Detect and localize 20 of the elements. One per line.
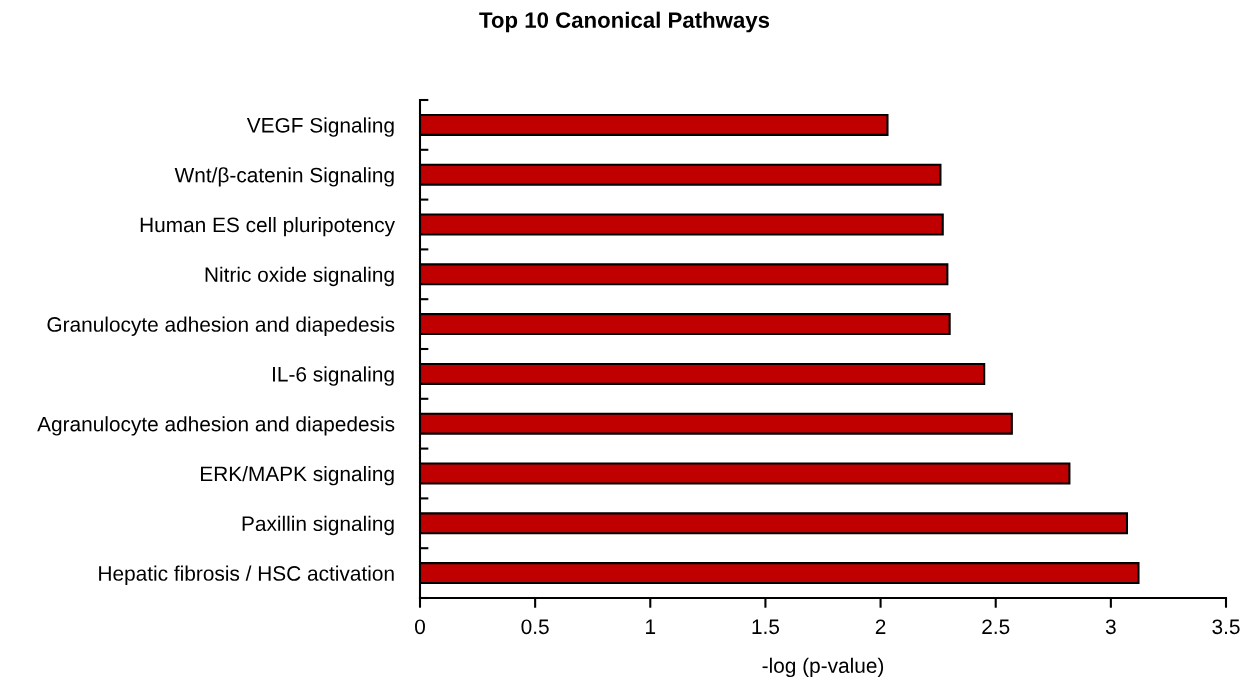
x-axis-title: -log (p-value) bbox=[762, 657, 884, 678]
x-tick-label: 1 bbox=[646, 619, 656, 634]
y-tick-label: IL-6 signaling bbox=[273, 366, 394, 386]
x-tick-label: 3.5 bbox=[1212, 619, 1240, 635]
y-tick-label: VEGF Signaling bbox=[246, 117, 394, 137]
y-tick-label: Paxillin signaling bbox=[242, 515, 394, 536]
x-tick-label: 2.5 bbox=[982, 619, 1010, 635]
x-tick-label: 2 bbox=[875, 619, 886, 634]
y-tick-label: ERK/MAPK signaling bbox=[201, 465, 394, 486]
x-tick-label: 3 bbox=[1105, 619, 1116, 635]
x-tick-label: 0.5 bbox=[521, 619, 549, 635]
y-tick-label: Human ES cell pluripotency bbox=[140, 216, 395, 237]
y-tick-label: Agranulocyte adhesion and diapedesis bbox=[37, 416, 395, 436]
y-tick-label: Hepatic fibrosis / HSC activation bbox=[99, 565, 394, 585]
x-tick-label: 1.5 bbox=[752, 619, 780, 635]
y-tick-label: Nitric oxide signaling bbox=[205, 266, 394, 287]
y-tick-label: Wnt/β-catenin Signaling bbox=[174, 167, 394, 187]
y-tick-label: Granulocyte adhesion and diapedesis bbox=[47, 316, 395, 336]
chart-title: Top 10 Canonical Pathways bbox=[479, 11, 770, 33]
x-tick-label: 0 bbox=[415, 619, 425, 635]
